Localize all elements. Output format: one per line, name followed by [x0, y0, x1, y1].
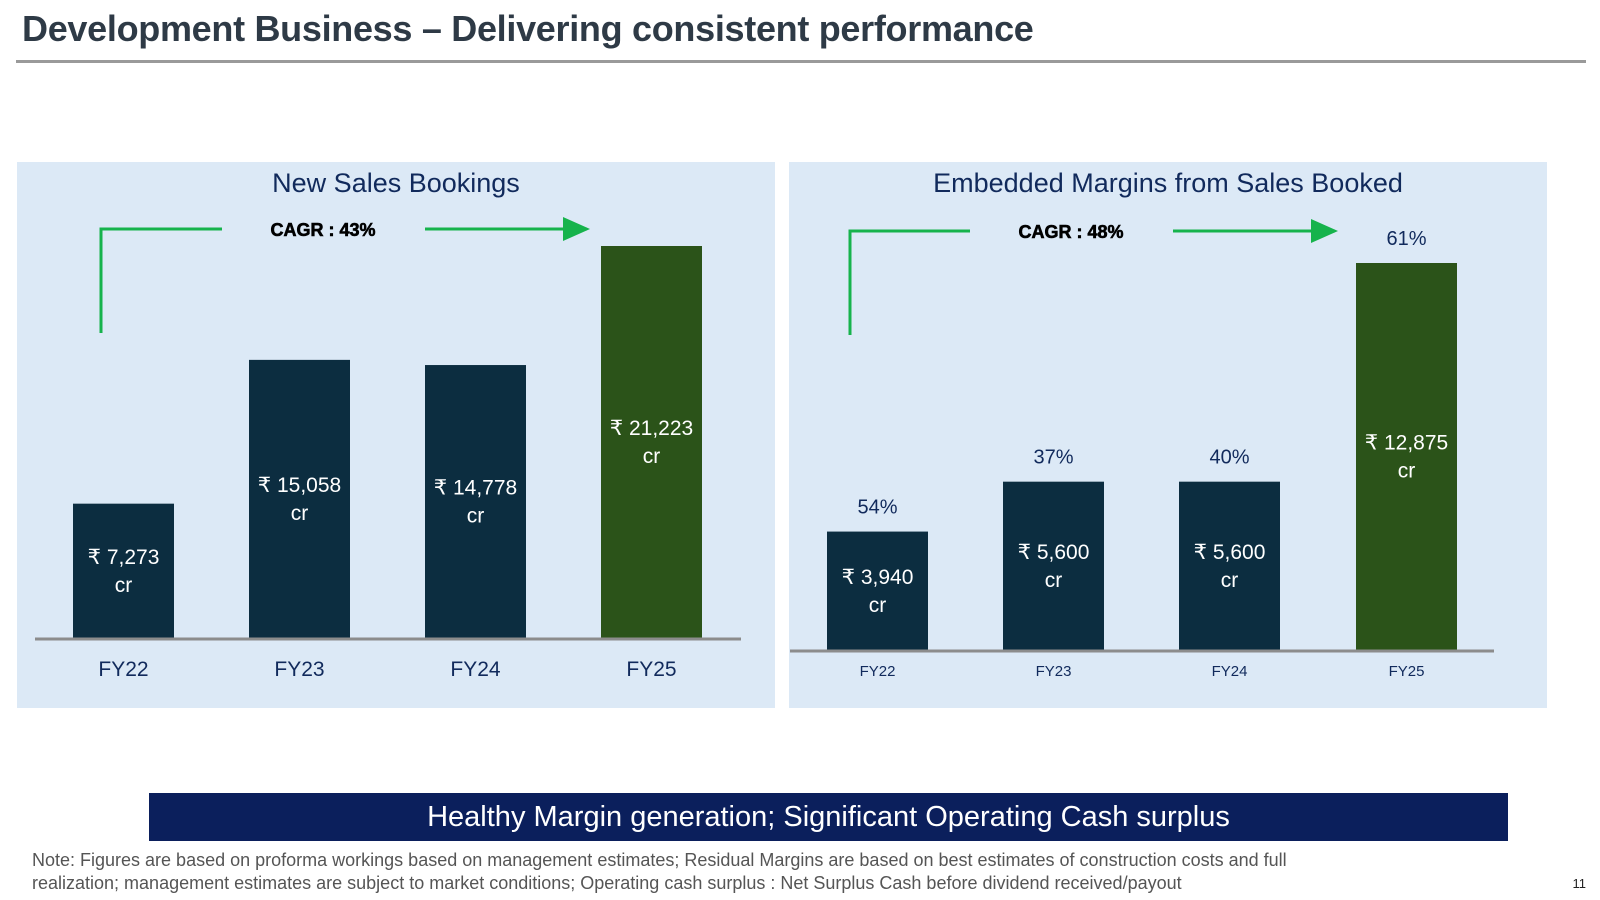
x-tick-label: FY25 — [626, 658, 676, 681]
bar-value-label: ₹ 7,273 — [88, 546, 160, 569]
bar-fy23 — [249, 359, 350, 638]
bar-value-label: ₹ 5,600 — [1018, 541, 1090, 564]
footnote-line: realization; management estimates are su… — [32, 873, 1182, 893]
bar-value-label: cr — [291, 502, 309, 525]
footnote: Note: Figures are based on proforma work… — [32, 849, 1452, 895]
chart-title: Embedded Margins from Sales Booked — [933, 168, 1403, 198]
footnote-line: Note: Figures are based on proforma work… — [32, 850, 1287, 870]
cagr-arrow-start — [848, 229, 970, 335]
bar-value-label: cr — [1045, 569, 1063, 592]
new-sales-bookings-chart: New Sales Bookings CAGR : 43% ₹ 7,273 cr FY… — [17, 162, 775, 708]
embedded-margins-plot: CAGR : 48% ₹ 3,940 cr 54% FY22 ₹ 5,600 cr 37% FY… — [790, 219, 1494, 680]
chart-title: New Sales Bookings — [272, 168, 520, 198]
bar-fy22 — [827, 531, 928, 650]
bar-value-label: cr — [869, 594, 887, 617]
bar-fy23 — [1003, 481, 1104, 650]
bar-value-label: cr — [1221, 569, 1239, 592]
summary-banner: Healthy Margin generation; Significant O… — [149, 793, 1508, 841]
x-tick-label: FY25 — [1389, 663, 1425, 680]
bar-fy24 — [1179, 481, 1280, 650]
margin-percent-label: 54% — [857, 497, 897, 519]
cagr-arrow-start — [99, 227, 222, 333]
bar-fy25 — [601, 246, 702, 638]
bar-value-label: ₹ 3,940 — [842, 566, 914, 589]
bar-value-label: cr — [643, 445, 661, 468]
bar-value-label: ₹ 21,223 — [610, 417, 693, 440]
bar-value-label: ₹ 14,778 — [434, 477, 517, 500]
bar-fy25 — [1356, 263, 1457, 650]
cagr-label: CAGR : 48% — [1018, 222, 1123, 242]
margin-percent-label: 61% — [1386, 228, 1426, 250]
x-tick-label: FY24 — [450, 658, 501, 681]
x-tick-label: FY23 — [1036, 663, 1072, 680]
bar-value-label: ₹ 12,875 — [1365, 432, 1448, 455]
bar-value-label: cr — [1398, 460, 1416, 483]
margin-percent-label: 37% — [1033, 447, 1073, 469]
x-tick-label: FY24 — [1212, 663, 1248, 680]
page-title: Development Business – Delivering consis… — [22, 8, 1034, 49]
x-tick-label: FY22 — [98, 658, 148, 681]
margin-percent-label: 40% — [1209, 447, 1249, 469]
page-number: 11 — [1572, 876, 1587, 891]
bar-value-label: cr — [115, 574, 133, 597]
bar-value-label: ₹ 5,600 — [1194, 541, 1266, 564]
embedded-margins-chart: Embedded Margins from Sales Booked CAGR … — [789, 162, 1547, 708]
new-sales-bookings-plot: CAGR : 43% ₹ 7,273 cr FY22 ₹ 15,058 cr FY23 ₹ 1… — [35, 217, 741, 681]
bar-value-label: cr — [467, 505, 485, 528]
cagr-label: CAGR : 43% — [270, 220, 375, 240]
bar-fy24 — [425, 365, 526, 638]
x-tick-label: FY23 — [274, 658, 324, 681]
bar-fy22 — [73, 503, 174, 638]
x-tick-label: FY22 — [860, 663, 896, 680]
bar-value-label: ₹ 15,058 — [258, 474, 341, 497]
title-divider — [16, 60, 1586, 63]
